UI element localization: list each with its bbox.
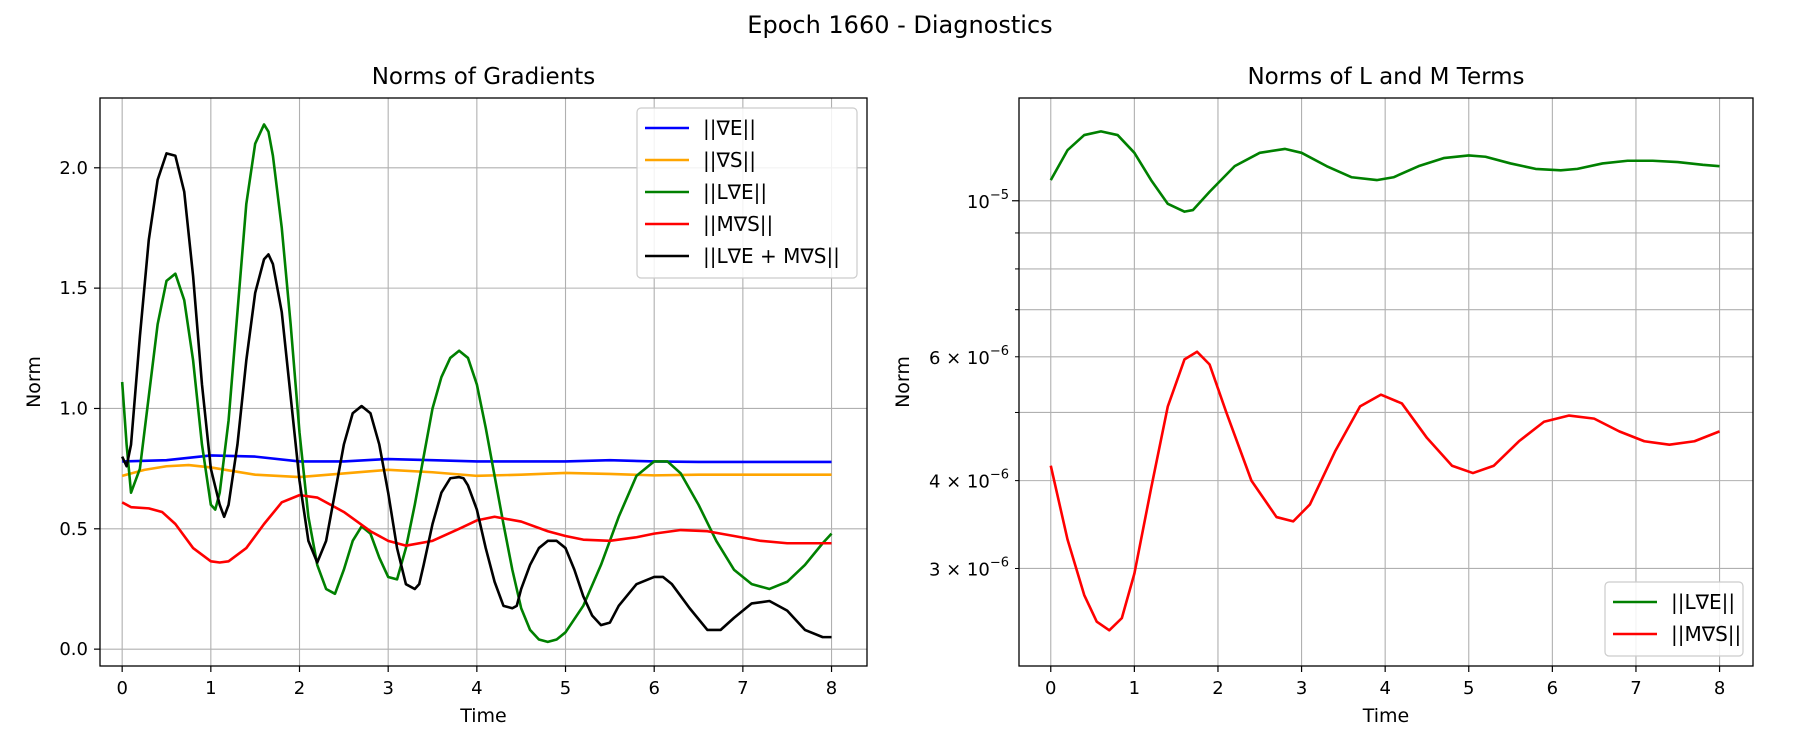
x-tick-label: 4 (1379, 678, 1390, 699)
legend-label: ||L∇E + M∇S|| (703, 244, 840, 268)
x-tick-label: 6 (648, 678, 659, 699)
y-tick-label: 2.0 (59, 158, 88, 179)
legend-label: ||∇S|| (703, 148, 756, 172)
legend-label: ||L∇E|| (1671, 590, 1735, 614)
y-tick-label: 1.0 (59, 398, 88, 419)
series-line-2 (121, 463, 832, 479)
legend-label: ||L∇E|| (703, 180, 767, 204)
x-tick-label: 0 (1045, 678, 1056, 699)
x-tick-label: 8 (1714, 678, 1725, 699)
y-tick-label: 3 × 10−6 (929, 555, 1009, 580)
axes-frame (99, 97, 868, 667)
y-axis-label: Norm (892, 356, 914, 408)
chart-title: Norms of L and M Terms (1247, 64, 1524, 90)
legend-box (636, 107, 858, 279)
x-tick-label: 7 (1630, 678, 1641, 699)
x-tick-label: 8 (826, 678, 837, 699)
series-line-1 (122, 454, 832, 464)
y-axis-label: Norm (23, 356, 45, 408)
y-tick-label: 10−5 (967, 188, 1009, 213)
x-tick-label: 3 (1296, 678, 1307, 699)
x-tick-label: 4 (471, 678, 482, 699)
y-tick-label: 0.0 (59, 639, 88, 660)
legend-label: ||M∇S|| (703, 212, 773, 236)
x-tick-label: 2 (294, 678, 305, 699)
series-line-1 (1049, 130, 1720, 213)
x-tick-label: 7 (737, 678, 748, 699)
x-tick-label: 3 (382, 678, 393, 699)
x-tick-label: 0 (116, 678, 127, 699)
legend-box (1604, 581, 1744, 657)
y-tick-label: 6 × 10−6 (929, 344, 1009, 369)
y-tick-label: 0.5 (59, 519, 88, 540)
y-tick-label: 4 × 10−6 (929, 468, 1009, 493)
axes-frame (1018, 97, 1754, 667)
grid (1019, 98, 1753, 666)
x-tick-label: 1 (1129, 678, 1140, 699)
x-axis-label: Time (1362, 705, 1410, 727)
chart-panel-2: 0 1 2 3 4 5 6 7 8 10−5 6 × 10−6 4 × 10−6 3 × 10−6 Nor… (892, 64, 1754, 727)
chart-title: Norms of Gradients (372, 64, 596, 90)
chart-panel-1: 0 1 2 3 4 5 6 7 8 0.0 0.5 1.0 1.5 2.0 Norms of Gradien… (23, 64, 868, 727)
x-tick-label: 1 (205, 678, 216, 699)
y-tick-label: 1.5 (59, 278, 88, 299)
legend: ||L∇E|| ||M∇S|| (1604, 581, 1744, 657)
x-tick-label: 2 (1212, 678, 1223, 699)
x-tick-label: 5 (1463, 678, 1474, 699)
figure-title: Epoch 1660 - Diagnostics (747, 11, 1052, 39)
series-line-2 (1049, 350, 1721, 632)
legend-label: ||∇E|| (703, 116, 756, 140)
series-line-5 (120, 152, 832, 639)
x-tick-label: 6 (1547, 678, 1558, 699)
series-line-4 (121, 493, 832, 564)
legend: ||∇E|| ||∇S|| ||L∇E|| ||M∇S|| ||L∇E + M∇S|| (636, 107, 858, 279)
legend-label: ||M∇S|| (1671, 622, 1741, 646)
x-tick-label: 5 (560, 678, 571, 699)
x-axis-label: Time (459, 705, 507, 727)
